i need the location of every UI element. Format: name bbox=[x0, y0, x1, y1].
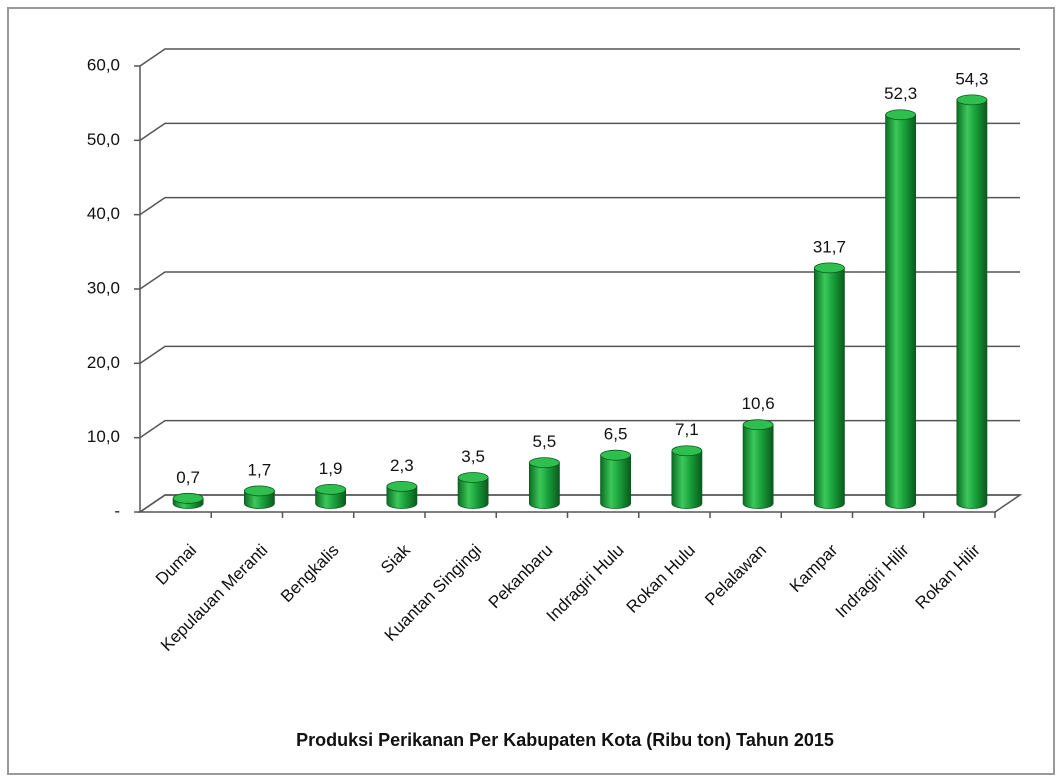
value-label: 3,5 bbox=[461, 447, 485, 466]
value-label: 1,9 bbox=[319, 459, 343, 478]
bar bbox=[457, 477, 489, 509]
chart-title: Produksi Perikanan Per Kabupaten Kota (R… bbox=[296, 730, 834, 750]
bar bbox=[528, 462, 560, 509]
bar-top bbox=[813, 262, 845, 274]
bar bbox=[956, 99, 988, 509]
value-label: 31,7 bbox=[813, 237, 846, 256]
bar-top bbox=[885, 109, 917, 121]
bar bbox=[742, 424, 774, 509]
bar bbox=[671, 450, 703, 509]
grid-line bbox=[139, 494, 1020, 513]
grid-line bbox=[139, 48, 1020, 67]
bar-top bbox=[956, 94, 988, 106]
grid-line bbox=[139, 122, 1020, 141]
value-label: 52,3 bbox=[884, 84, 917, 103]
value-label: 1,7 bbox=[248, 460, 272, 479]
bar-top bbox=[457, 472, 489, 483]
grid-line bbox=[139, 196, 1020, 216]
value-label: 0,7 bbox=[176, 468, 200, 487]
y-tick-label: 30,0 bbox=[87, 278, 120, 297]
grid-line bbox=[139, 419, 1020, 439]
value-label: 2,3 bbox=[390, 456, 414, 475]
grid-line bbox=[139, 271, 1020, 290]
bar-top bbox=[742, 419, 774, 431]
value-label: 6,5 bbox=[604, 425, 628, 444]
value-label: 7,1 bbox=[675, 420, 699, 439]
y-tick-label: 10,0 bbox=[87, 427, 120, 446]
y-tick-label: 20,0 bbox=[87, 353, 120, 372]
y-tick-label: 50,0 bbox=[87, 130, 120, 149]
bar bbox=[600, 454, 632, 509]
value-label: 5,5 bbox=[533, 432, 557, 451]
value-label: 54,3 bbox=[955, 69, 988, 88]
bar-top bbox=[671, 445, 703, 457]
bar-top bbox=[315, 483, 347, 495]
value-label: 10,6 bbox=[742, 394, 775, 413]
bar-top bbox=[172, 492, 204, 504]
bar-top bbox=[600, 449, 632, 461]
bar bbox=[813, 267, 845, 509]
bar-top bbox=[528, 457, 560, 469]
bar bbox=[885, 114, 917, 509]
grid-line bbox=[139, 345, 1020, 364]
frame bbox=[7, 7, 1055, 775]
y-tick-label: 40,0 bbox=[87, 204, 120, 223]
bar bbox=[315, 488, 347, 509]
y-tick-label: 60,0 bbox=[87, 55, 120, 74]
bar-top bbox=[243, 485, 275, 497]
bar bbox=[386, 486, 418, 509]
bar-top bbox=[386, 481, 418, 492]
y-tick-label: - bbox=[114, 501, 120, 520]
